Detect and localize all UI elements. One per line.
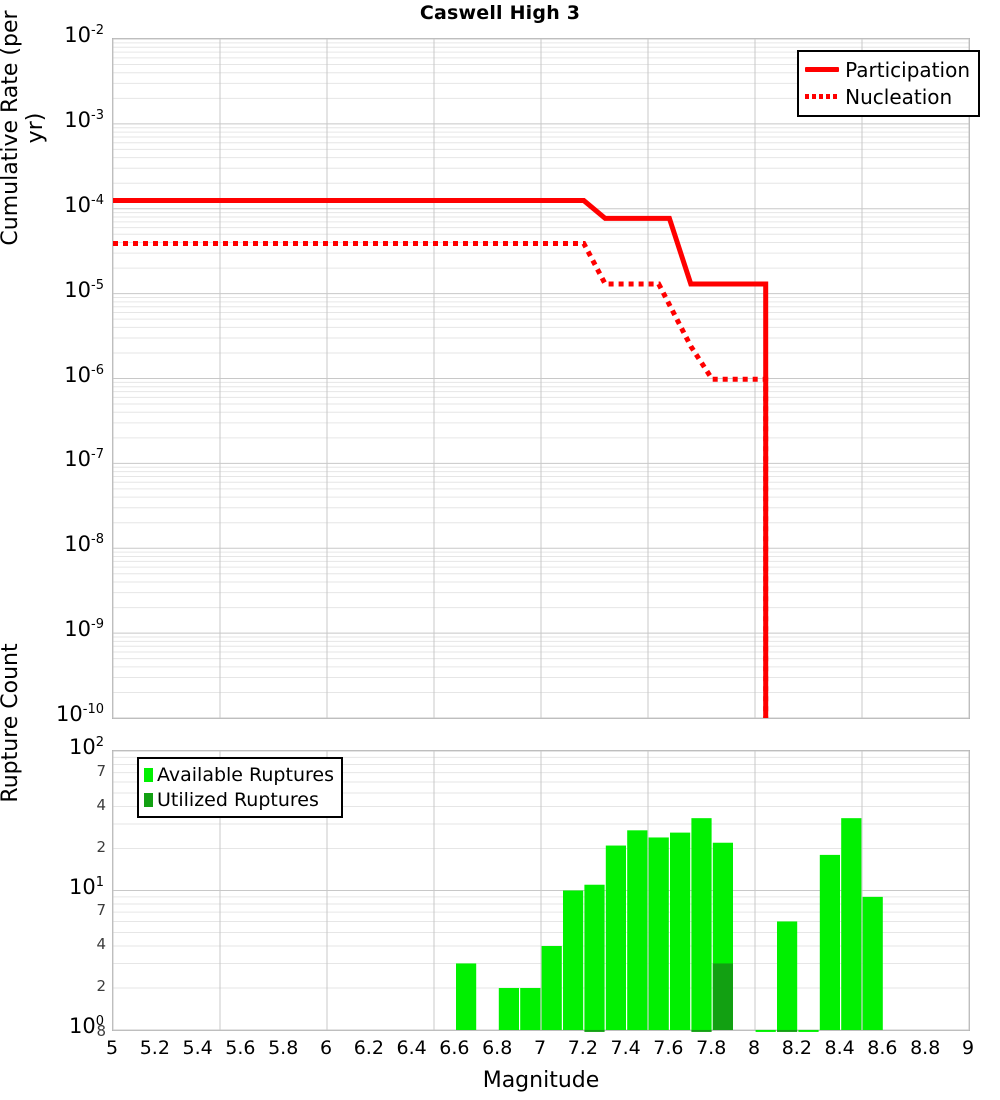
bar-available [777, 921, 798, 1030]
top-ytick--10: 10-10 [56, 702, 104, 726]
cumulative-rate-plot [112, 38, 970, 719]
rupture-count-plot: Available Ruptures Utilized Ruptures [112, 750, 970, 1032]
xtick-7: 7 [533, 1037, 547, 1059]
legend-label-nucleation: Nucleation [845, 84, 953, 109]
bar-available [670, 832, 691, 1030]
top-ytick--8: 10-8 [64, 532, 104, 557]
xtick-6-2: 6.2 [353, 1037, 384, 1059]
xtick-9: 9 [961, 1037, 975, 1059]
xtick-8-6: 8.6 [867, 1037, 898, 1059]
cumulative-rate-canvas [112, 38, 970, 719]
xtick-5-6: 5.6 [225, 1037, 256, 1059]
series-nucleation-dotted [113, 240, 769, 718]
xtick-5-8: 5.8 [268, 1037, 299, 1059]
bottom-ytick-minor-70: 7 [96, 761, 106, 780]
series-participation-solid [113, 198, 769, 718]
bar-utilized [584, 1029, 605, 1032]
top-ytick--4: 10-4 [64, 192, 104, 217]
bar-utilized [691, 1029, 712, 1032]
bar-available [605, 845, 626, 1030]
xtick-5-2: 5.2 [139, 1037, 170, 1059]
bottom-ytick-0: 100 [68, 1014, 104, 1038]
bottom-ytick-minor-40: 4 [96, 795, 106, 814]
bar-available [520, 988, 541, 1030]
top-ytick--6: 10-6 [64, 362, 104, 387]
xtick-6-6: 6.6 [439, 1037, 470, 1059]
bar-available [755, 1029, 776, 1032]
legend-item-available-ruptures[interactable]: Available Ruptures [144, 762, 334, 787]
top-legend: Participation Nucleation [797, 50, 980, 117]
top-ytick--9: 10-9 [64, 617, 104, 642]
bottom-ytick-minor-20: 2 [96, 837, 106, 856]
available-ruptures-swatch-icon [144, 767, 153, 782]
legend-label-participation: Participation [845, 57, 970, 82]
legend-item-nucleation[interactable]: Nucleation [805, 83, 970, 110]
bar-available [691, 818, 712, 1030]
xtick-6-4: 6.4 [396, 1037, 427, 1059]
legend-label-available-ruptures: Available Ruptures [157, 763, 334, 786]
bar-available [584, 884, 605, 1030]
bottom-ytick-minor-7: 7 [96, 901, 106, 920]
bar-available [498, 988, 519, 1030]
xtick-8-4: 8.4 [824, 1037, 855, 1059]
xtick-5: 5 [105, 1037, 119, 1059]
bottom-ytick-2: 102 [68, 735, 104, 759]
xtick-7-8: 7.8 [696, 1037, 727, 1059]
xtick-6: 6 [319, 1037, 333, 1059]
xtick-7-2: 7.2 [567, 1037, 598, 1059]
bar-available [862, 896, 883, 1030]
page-title: Caswell High 3 [419, 2, 581, 24]
top-ytick--3: 10-3 [64, 107, 104, 132]
utilized-ruptures-swatch-icon [144, 792, 153, 807]
participation-line-swatch-icon [805, 67, 840, 72]
xtick-8: 8 [747, 1037, 761, 1059]
legend-item-participation[interactable]: Participation [805, 56, 970, 83]
bar-available [841, 818, 862, 1030]
top-ytick--7: 10-7 [64, 447, 104, 472]
bar-available [541, 946, 562, 1030]
bottom-ytick-minor-8: 8 [96, 1022, 106, 1040]
xtick-6-8: 6.8 [482, 1037, 513, 1059]
bottom-ytick-minor-4: 4 [96, 935, 106, 953]
xtick-7-6: 7.6 [653, 1037, 684, 1059]
rupture-count-canvas [112, 750, 970, 1032]
xtick-5-4: 5.4 [182, 1037, 213, 1059]
xtick-8-2: 8.2 [781, 1037, 812, 1059]
bar-available [627, 830, 648, 1030]
bar-available [456, 963, 477, 1030]
bottom-ytick-1: 101 [68, 874, 104, 899]
xtick-7-4: 7.4 [610, 1037, 641, 1059]
top-ytick--5: 10-5 [64, 277, 104, 302]
bar-available [819, 854, 840, 1030]
bar-utilized [777, 1029, 798, 1032]
legend-item-utilized-ruptures[interactable]: Utilized Ruptures [144, 787, 334, 812]
bar-available [648, 837, 669, 1030]
bar-utilized [712, 963, 733, 1030]
top-ytick--2: 10-2 [64, 23, 104, 47]
bottom-legend: Available Ruptures Utilized Ruptures [137, 757, 343, 818]
nucleation-dotted-swatch-icon [805, 94, 840, 99]
bottom-ytick-minor-2: 2 [96, 977, 106, 995]
bar-available [798, 1029, 819, 1032]
legend-label-utilized-ruptures: Utilized Ruptures [157, 788, 319, 811]
bar-available [563, 890, 584, 1030]
xtick-8-8: 8.8 [910, 1037, 941, 1059]
x-axis-title: Magnitude [482, 1068, 600, 1093]
